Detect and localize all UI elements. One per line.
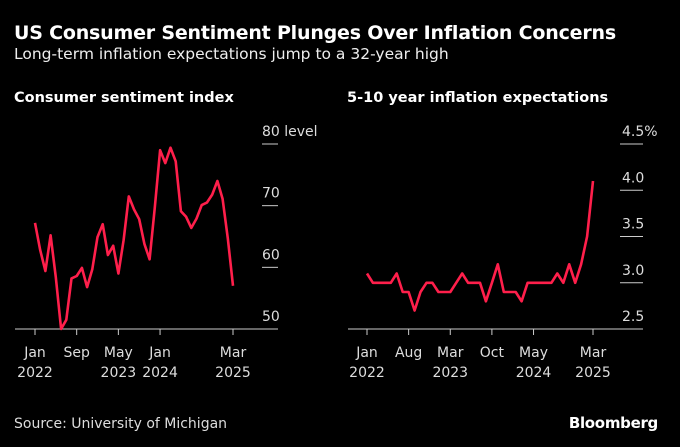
x-tick-label: Jan bbox=[23, 345, 46, 361]
x-tick-year-label: 2025 bbox=[575, 365, 611, 381]
x-tick-year-label: 2025 bbox=[215, 365, 251, 381]
x-tick-label: Mar bbox=[580, 345, 607, 361]
source-note: Source: University of Michigan bbox=[14, 416, 228, 432]
x-tick-year-label: 2024 bbox=[516, 365, 552, 381]
y-tick-label: 70 bbox=[262, 186, 280, 202]
y-tick-label: 60 bbox=[262, 247, 280, 263]
chart-title: US Consumer Sentiment Plunges Over Infla… bbox=[14, 22, 616, 44]
x-tick-label: Jan bbox=[355, 345, 378, 361]
x-tick-label: May bbox=[104, 345, 133, 361]
inflation-expectations-line bbox=[365, 180, 595, 312]
sentiment-line bbox=[33, 146, 235, 331]
y-tick-label: 50 bbox=[262, 309, 280, 325]
left-panel-title: Consumer sentiment index bbox=[14, 90, 234, 106]
y-tick-label: 3.0 bbox=[622, 263, 644, 279]
x-tick-label: Jan bbox=[148, 345, 171, 361]
x-tick-year-label: 2022 bbox=[17, 365, 53, 381]
x-tick-label: Mar bbox=[220, 345, 247, 361]
right-panel-title: 5-10 year inflation expectations bbox=[347, 90, 609, 106]
x-tick-year-label: 2022 bbox=[349, 365, 385, 381]
bloomberg-logo: Bloomberg bbox=[568, 414, 658, 432]
x-tick-label: Mar bbox=[437, 345, 464, 361]
x-tick-label: Sep bbox=[63, 345, 90, 361]
y-tick-label: 4.0 bbox=[622, 170, 644, 186]
y-tick-label: 80 level bbox=[262, 124, 318, 140]
x-tick-year-label: 2023 bbox=[432, 365, 468, 381]
y-tick-label: 3.5 bbox=[622, 217, 644, 233]
x-tick-label: Aug bbox=[395, 345, 422, 361]
x-tick-year-label: 2024 bbox=[142, 365, 178, 381]
x-tick-label: May bbox=[519, 345, 548, 361]
y-tick-label: 4.5% bbox=[622, 124, 658, 140]
y-tick-label: 2.5 bbox=[622, 309, 644, 325]
chart-subtitle: Long-term inflation expectations jump to… bbox=[14, 45, 449, 63]
x-tick-year-label: 2023 bbox=[101, 365, 137, 381]
x-tick-label: Oct bbox=[480, 345, 505, 361]
